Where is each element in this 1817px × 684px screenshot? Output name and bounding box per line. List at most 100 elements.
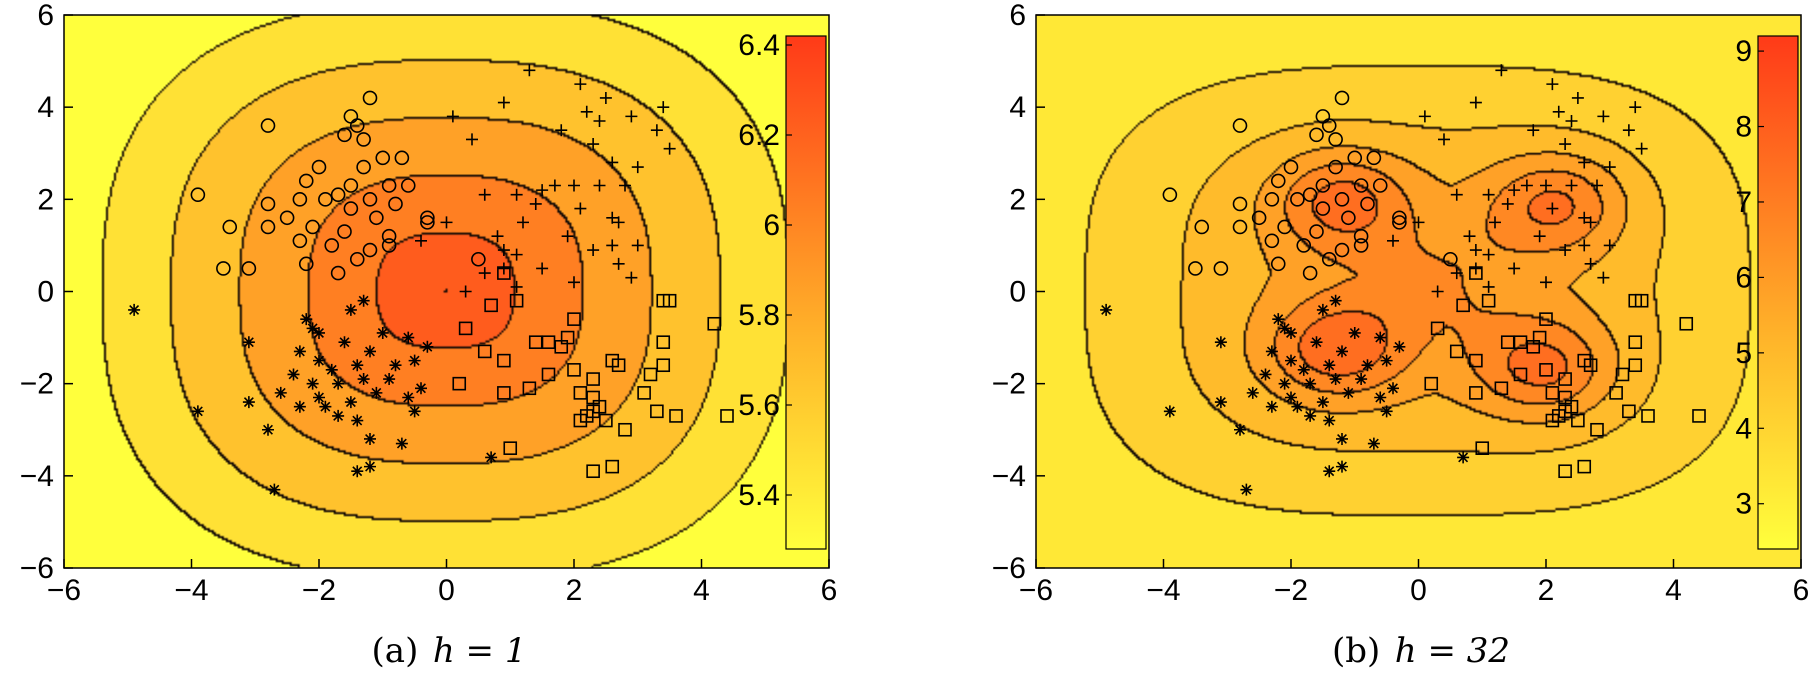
- circle-marker: [1347, 150, 1363, 166]
- star-marker: [1380, 405, 1393, 418]
- star-marker: [1316, 303, 1329, 316]
- star-marker: [357, 373, 370, 386]
- y-tick-label: 0: [37, 276, 54, 309]
- plus-marker: [612, 216, 625, 229]
- y-tick-label: 0: [1009, 276, 1026, 309]
- star-marker: [402, 391, 415, 404]
- circle-marker: [337, 224, 352, 239]
- plus-marker: [548, 179, 561, 192]
- star-marker: [421, 340, 434, 353]
- y-tick-label: −6: [992, 552, 1026, 585]
- square-marker: [509, 293, 524, 308]
- circle-marker: [1270, 173, 1286, 189]
- x-tick-label: 4: [693, 574, 710, 607]
- plus-marker: [497, 262, 510, 275]
- y-tick-label: −2: [20, 368, 54, 401]
- star-marker: [344, 303, 357, 316]
- scatter-markers-b: [1100, 64, 1706, 496]
- colorbar-tick-label: 5.4: [738, 479, 780, 512]
- star-marker: [1163, 405, 1176, 418]
- plus-marker: [536, 184, 549, 197]
- plus-marker: [510, 280, 523, 293]
- plus-marker: [1495, 64, 1508, 77]
- plus-marker: [580, 105, 593, 118]
- plus-marker: [663, 142, 676, 155]
- square-marker: [1571, 413, 1585, 428]
- plus-marker: [478, 188, 491, 201]
- plus-marker: [1469, 262, 1482, 275]
- plus-marker: [446, 110, 459, 123]
- star-marker: [1323, 465, 1336, 478]
- plus-marker: [536, 262, 549, 275]
- square-marker: [1679, 316, 1694, 331]
- circle-marker: [1360, 196, 1375, 212]
- plus-marker: [587, 138, 600, 151]
- y-tick-label: 6: [37, 0, 54, 32]
- colorbar-tick-label: 6: [763, 209, 780, 242]
- circle-marker: [279, 210, 295, 226]
- circle-marker: [1309, 224, 1324, 239]
- plus-marker: [497, 96, 510, 109]
- plus-marker: [529, 197, 542, 210]
- square-marker: [1590, 422, 1604, 437]
- plus-marker: [1508, 262, 1521, 275]
- star-marker: [1336, 432, 1348, 445]
- circle-marker: [1321, 118, 1337, 133]
- plus-marker: [1520, 179, 1533, 192]
- square-marker: [1558, 372, 1572, 386]
- square-marker: [1558, 404, 1572, 419]
- circle-marker: [1341, 210, 1356, 226]
- colorbar-tick-label: 5.8: [738, 299, 780, 332]
- circle-marker: [1315, 201, 1331, 216]
- square-marker: [1545, 413, 1560, 428]
- circle-marker: [292, 192, 308, 207]
- square-marker: [1532, 330, 1547, 345]
- plus-marker: [1571, 91, 1584, 104]
- star-marker: [357, 294, 370, 307]
- circle-marker: [1188, 261, 1203, 276]
- square-marker: [1622, 404, 1636, 419]
- scatter-markers-a: [128, 64, 734, 496]
- colorbar-tick-label: 3: [1735, 488, 1752, 521]
- y-tick-label: −4: [20, 460, 54, 493]
- square-marker: [1430, 321, 1445, 336]
- plus-marker: [612, 257, 625, 270]
- circle-marker: [1309, 127, 1324, 143]
- circle-marker: [216, 261, 231, 276]
- plus-marker: [1540, 179, 1552, 192]
- plus-marker: [1482, 188, 1495, 201]
- plus-marker: [440, 216, 453, 229]
- plus-marker: [574, 78, 587, 91]
- plus-marker: [523, 64, 536, 77]
- star-marker: [1304, 377, 1317, 390]
- plus-marker: [1431, 285, 1444, 298]
- square-marker: [541, 367, 556, 382]
- plus-marker: [517, 216, 529, 229]
- circle-marker: [1321, 251, 1337, 267]
- star-marker: [364, 432, 376, 445]
- plus-marker: [1559, 244, 1572, 257]
- square-marker: [618, 422, 632, 437]
- star-marker: [313, 354, 325, 367]
- plus-marker: [1540, 276, 1552, 289]
- circle-marker: [190, 187, 206, 203]
- square-marker: [611, 358, 626, 373]
- square-marker: [586, 464, 600, 479]
- circle-marker: [362, 90, 378, 106]
- star-marker: [1329, 373, 1342, 386]
- plus-marker: [1584, 216, 1597, 229]
- star-marker: [1291, 400, 1304, 413]
- star-marker: [1355, 373, 1368, 386]
- plus-marker: [1412, 216, 1425, 229]
- plus-marker: [1597, 110, 1610, 123]
- star-marker: [1329, 294, 1342, 307]
- star-marker: [1214, 336, 1227, 349]
- star-marker: [344, 396, 357, 409]
- heatmap-field-b: [1036, 15, 1801, 568]
- plus-marker: [1578, 211, 1591, 224]
- plus-marker: [1387, 234, 1399, 247]
- circle-marker: [1334, 90, 1350, 106]
- colorbar-tick-label: 7: [1735, 186, 1752, 219]
- star-marker: [351, 465, 364, 478]
- circle-marker: [260, 196, 276, 212]
